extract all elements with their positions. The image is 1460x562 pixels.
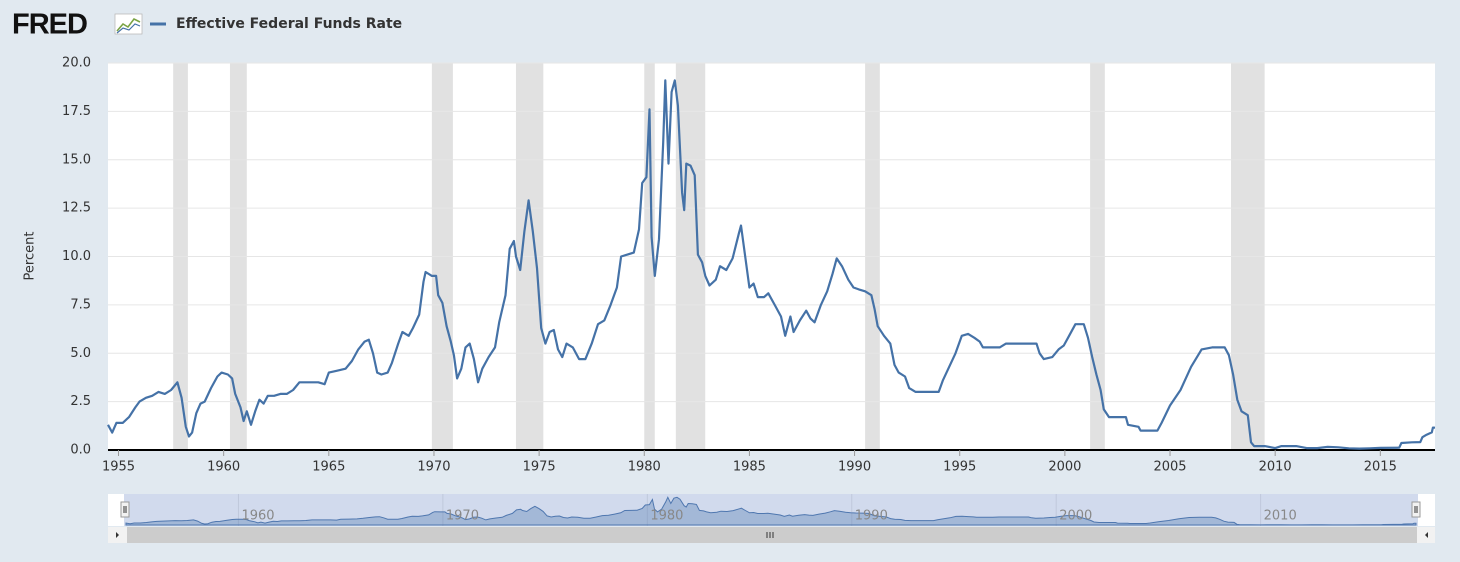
navigator-tick-label: 1960: [241, 509, 274, 524]
scroll-left-arrow[interactable]: [116, 532, 119, 538]
y-tick-label: 2.5: [70, 394, 91, 409]
scrollbar-thumb[interactable]: [127, 527, 1417, 543]
x-tick-label: 1980: [628, 460, 661, 475]
y-tick-label: 12.5: [62, 201, 91, 216]
x-tick-label: 2010: [1259, 460, 1292, 475]
navigator-tick-label: 1990: [855, 509, 888, 524]
navigator-mask: [124, 494, 1418, 526]
x-tick-label: 2015: [1364, 460, 1397, 475]
y-tick-label: 17.5: [62, 104, 91, 119]
navigator-handle-box: [1411, 501, 1421, 518]
navigator-handle[interactable]: [1411, 501, 1421, 518]
scroll-right-arrow[interactable]: [1425, 532, 1428, 538]
navigator-tick-label: 2000: [1059, 509, 1092, 524]
navigator-tick-label: 1980: [650, 509, 683, 524]
legend-label: Effective Federal Funds Rate: [176, 16, 402, 32]
scrollbar-grip: [766, 532, 774, 538]
x-tick-label: 1960: [207, 460, 240, 475]
logo: FRED: [12, 9, 87, 41]
x-tick-label: 1985: [733, 460, 766, 475]
y-tick-label: 0.0: [70, 443, 91, 458]
navigator-handle-box: [120, 501, 130, 518]
data-line: [107, 79, 1436, 450]
navigator-tick-label: 1970: [446, 509, 479, 524]
y-tick-label: 5.0: [70, 346, 91, 361]
y-tick-label: 10.0: [62, 249, 91, 264]
y-tick-label: 15.0: [62, 152, 91, 167]
x-tick-label: 1970: [417, 460, 450, 475]
y-axis-label: Percent: [23, 232, 38, 281]
logo-icon: [114, 13, 143, 35]
y-tick-label: 20.0: [62, 56, 91, 71]
navigator-area: [108, 494, 1435, 526]
y-tick-label: 7.5: [70, 297, 91, 312]
x-tick-label: 2000: [1048, 460, 1081, 475]
x-tick-label: 1975: [523, 460, 556, 475]
x-tick-label: 1995: [943, 460, 976, 475]
x-tick-label: 1990: [838, 460, 871, 475]
navigator-tick-label: 2010: [1264, 509, 1297, 524]
x-tick-label: 1955: [102, 460, 135, 475]
x-tick-label: 2005: [1153, 460, 1186, 475]
navigator-area: [125, 496, 1417, 526]
navigator-handle[interactable]: [120, 501, 130, 518]
x-tick-label: 1965: [312, 460, 345, 475]
